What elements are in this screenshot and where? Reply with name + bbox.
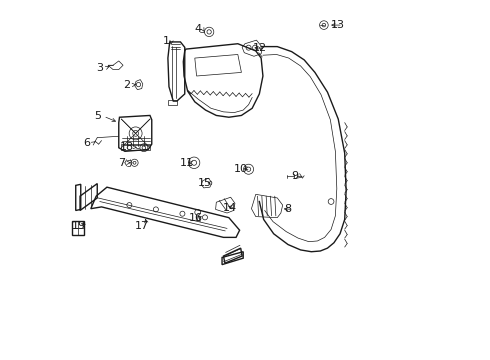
Text: 14: 14: [223, 203, 237, 213]
Text: 6: 6: [84, 139, 91, 148]
Text: 2: 2: [123, 80, 130, 90]
Text: 3: 3: [96, 63, 103, 73]
Text: 8: 8: [284, 204, 291, 215]
Text: 9: 9: [291, 171, 298, 181]
Text: 11: 11: [179, 158, 194, 168]
Text: 12: 12: [253, 44, 267, 53]
Text: 7: 7: [118, 158, 125, 168]
Text: 4: 4: [194, 24, 201, 35]
Text: 13: 13: [331, 20, 344, 30]
Text: 10: 10: [234, 163, 248, 174]
Text: 1: 1: [163, 36, 170, 46]
Text: 17: 17: [135, 221, 149, 230]
Text: 15: 15: [197, 178, 212, 188]
Text: 5: 5: [95, 111, 101, 121]
Text: 18: 18: [121, 142, 134, 152]
Text: 16: 16: [189, 213, 202, 223]
Text: 19: 19: [72, 221, 86, 230]
